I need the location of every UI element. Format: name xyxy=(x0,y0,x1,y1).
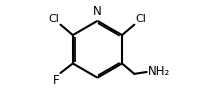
Text: N: N xyxy=(93,5,102,18)
Text: F: F xyxy=(52,74,59,87)
Text: Cl: Cl xyxy=(135,14,146,24)
Text: NH₂: NH₂ xyxy=(148,65,170,78)
Text: Cl: Cl xyxy=(49,14,60,24)
